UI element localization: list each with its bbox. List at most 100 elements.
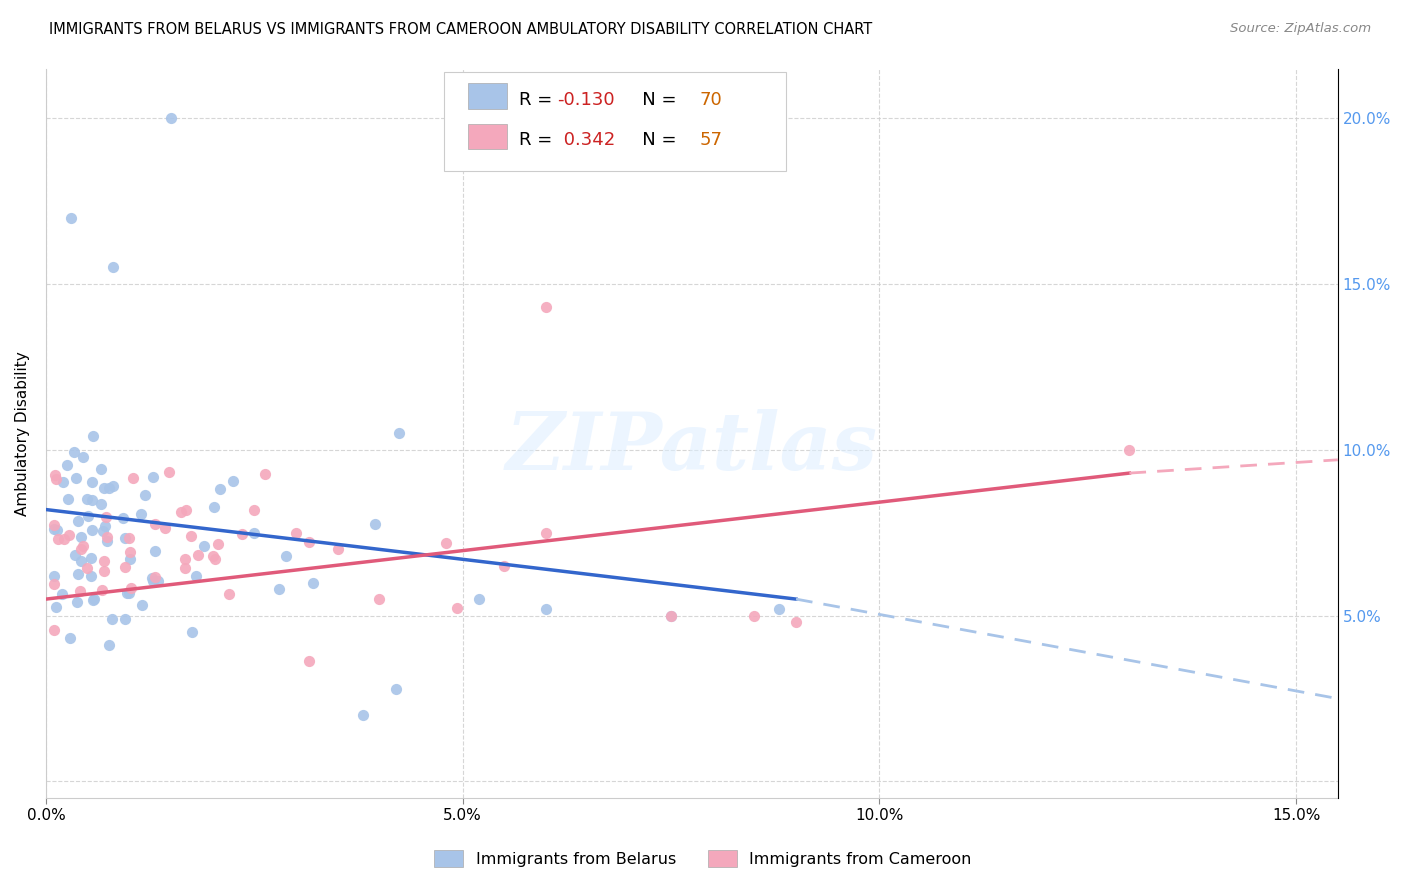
Point xyxy=(160,112,183,126)
Point xyxy=(118,552,141,566)
Point xyxy=(90,583,112,598)
Point xyxy=(90,462,112,476)
Point xyxy=(77,509,100,524)
Point xyxy=(100,612,122,626)
Point xyxy=(98,638,121,652)
Point xyxy=(90,497,112,511)
Point xyxy=(180,625,202,640)
Point xyxy=(368,592,391,607)
Point xyxy=(285,525,308,540)
Point xyxy=(67,566,90,581)
Point xyxy=(352,708,374,723)
Point xyxy=(243,502,266,516)
Point xyxy=(111,511,134,525)
Point xyxy=(44,517,66,532)
Point xyxy=(58,528,80,542)
Point xyxy=(91,524,114,539)
Point xyxy=(70,554,93,568)
Point xyxy=(768,602,790,616)
Point xyxy=(145,570,167,584)
Point xyxy=(243,525,266,540)
Point xyxy=(122,471,145,485)
Point xyxy=(153,521,176,535)
Point xyxy=(83,592,105,607)
Point xyxy=(193,539,215,553)
Point xyxy=(184,569,207,583)
Point xyxy=(114,531,136,545)
Point xyxy=(80,569,103,583)
Text: ZIPatlas: ZIPatlas xyxy=(506,409,877,487)
Point xyxy=(82,592,104,607)
Point xyxy=(70,542,93,557)
Point xyxy=(744,608,766,623)
Point xyxy=(129,508,152,522)
Point xyxy=(157,465,180,479)
Point xyxy=(45,472,67,486)
Point xyxy=(142,470,165,484)
Point xyxy=(231,527,253,541)
FancyBboxPatch shape xyxy=(444,72,786,170)
Point xyxy=(187,549,209,563)
Point xyxy=(146,574,169,588)
Point xyxy=(82,524,104,538)
Point xyxy=(276,549,298,563)
Point xyxy=(131,599,153,613)
Text: Source: ZipAtlas.com: Source: ZipAtlas.com xyxy=(1230,22,1371,36)
Point xyxy=(66,595,89,609)
Point xyxy=(101,260,124,275)
Point xyxy=(93,564,115,578)
Point xyxy=(202,500,225,515)
Point xyxy=(44,523,66,537)
Point xyxy=(141,571,163,585)
Text: N =: N = xyxy=(624,91,682,109)
Point xyxy=(44,623,66,637)
FancyBboxPatch shape xyxy=(468,84,508,110)
Point xyxy=(208,482,231,496)
Point xyxy=(142,574,165,588)
Point xyxy=(93,554,115,568)
Point xyxy=(66,514,89,528)
Point xyxy=(143,516,166,531)
Point xyxy=(388,426,411,441)
Point xyxy=(221,474,243,488)
Point xyxy=(45,524,67,538)
Point xyxy=(385,681,408,696)
Point xyxy=(76,561,98,575)
Point xyxy=(65,470,87,484)
Point xyxy=(76,492,98,507)
Point xyxy=(53,532,76,546)
Point xyxy=(56,458,79,472)
Point xyxy=(269,582,291,596)
Point xyxy=(118,532,141,546)
Point xyxy=(534,525,557,540)
Point xyxy=(297,655,319,669)
Point xyxy=(297,534,319,549)
Point xyxy=(201,549,224,563)
Point xyxy=(174,552,197,566)
Point xyxy=(44,577,66,591)
Point xyxy=(69,584,91,599)
Point xyxy=(1118,442,1140,457)
Text: 70: 70 xyxy=(700,91,723,109)
Point xyxy=(174,561,197,575)
Point xyxy=(52,475,75,489)
Point xyxy=(82,475,104,490)
Point xyxy=(659,608,682,623)
Point xyxy=(56,492,79,507)
Text: 0.342: 0.342 xyxy=(558,131,614,149)
Point xyxy=(72,539,94,553)
Y-axis label: Ambulatory Disability: Ambulatory Disability xyxy=(15,351,30,516)
Point xyxy=(253,467,276,482)
Point xyxy=(785,615,807,630)
Point xyxy=(468,592,491,607)
Point xyxy=(364,516,387,531)
Point xyxy=(117,586,139,600)
Point xyxy=(301,575,323,590)
Text: R =: R = xyxy=(519,91,558,109)
Point xyxy=(59,211,82,225)
Point xyxy=(96,533,118,548)
Point xyxy=(59,631,82,645)
Point xyxy=(79,551,101,566)
Point xyxy=(120,581,142,595)
FancyBboxPatch shape xyxy=(468,123,508,150)
